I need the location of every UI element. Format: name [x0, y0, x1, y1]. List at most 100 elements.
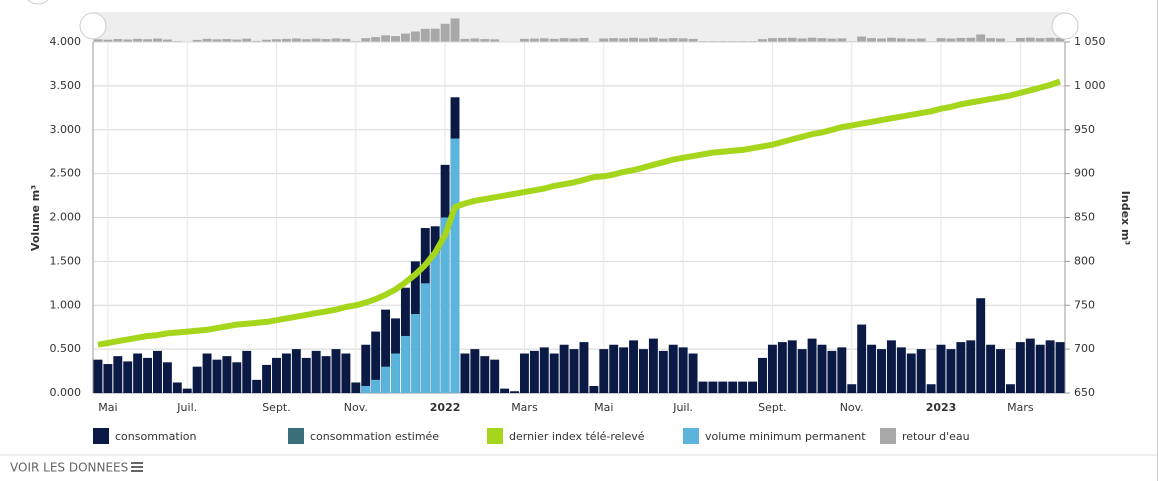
- navigator-bar: [321, 39, 331, 42]
- navigator-bar: [1015, 37, 1025, 42]
- navigator-bar: [807, 37, 817, 42]
- navigator-bar: [996, 38, 1005, 42]
- bar: [658, 350, 668, 393]
- bar: [371, 331, 381, 393]
- bar: [847, 384, 857, 393]
- navigator-bar: [966, 37, 976, 42]
- legend-label: consommation estimée: [310, 430, 439, 443]
- navigator-bar: [490, 39, 500, 42]
- y-tick-label: 0.000: [50, 386, 82, 399]
- bar: [559, 344, 569, 393]
- navigator-handle[interactable]: [79, 12, 107, 40]
- bar: [599, 349, 609, 393]
- legend-swatch: [93, 428, 109, 444]
- navigator-handle[interactable]: [1051, 12, 1079, 40]
- y2-tick-label: 750: [1074, 298, 1095, 311]
- navigator-bar: [648, 37, 658, 42]
- navigator-bar: [192, 39, 202, 42]
- navigator-bar: [559, 38, 569, 42]
- bar: [113, 356, 123, 393]
- navigator-bar: [986, 38, 996, 42]
- navigator-bar: [579, 37, 589, 42]
- bar: [103, 364, 113, 393]
- x-tick-label: Mars: [1007, 401, 1034, 414]
- navigator-bar: [777, 37, 787, 42]
- navigator-bar: [688, 38, 698, 42]
- navigator-bar: [113, 39, 123, 42]
- bar: [331, 349, 341, 393]
- bar: [956, 342, 966, 393]
- bar: [648, 338, 658, 393]
- bar: [1045, 340, 1055, 393]
- bar: [1035, 344, 1045, 393]
- navigator-bar: [381, 35, 391, 42]
- y-tick-label: 2.000: [50, 211, 82, 224]
- bar: [133, 353, 143, 393]
- navigator-bar: [272, 39, 281, 42]
- bar: [718, 381, 728, 393]
- bar: [787, 340, 797, 393]
- bar: [996, 349, 1005, 393]
- bar: [688, 353, 698, 393]
- navigator-bar: [341, 38, 351, 42]
- navigator-bar: [311, 38, 321, 42]
- navigator-bar: [93, 39, 103, 42]
- bar: [906, 353, 916, 393]
- bar: [936, 344, 946, 393]
- x-tick-label: Nov.: [840, 401, 864, 414]
- navigator-bar: [1055, 37, 1065, 42]
- navigator-bar: [609, 38, 619, 42]
- y-tick-label: 2.500: [50, 167, 82, 180]
- bar: [579, 342, 589, 393]
- x-tick-label: Sept.: [262, 401, 291, 414]
- navigator-bar: [668, 38, 678, 42]
- y2-tick-label: 900: [1074, 167, 1095, 180]
- navigator-bar: [361, 38, 371, 42]
- legend-label: retour d'eau: [902, 430, 970, 443]
- x-tick-label: Sept.: [758, 401, 787, 414]
- bar: [321, 356, 331, 393]
- bar: [281, 353, 291, 393]
- bar: [301, 357, 311, 393]
- bar: [1015, 342, 1025, 393]
- bar: [1025, 338, 1035, 393]
- navigator-bar: [549, 38, 559, 42]
- navigator-bar: [480, 39, 490, 42]
- bar: [758, 357, 767, 393]
- navigator-bar: [450, 18, 460, 42]
- bar: [391, 353, 400, 393]
- navigator-bar: [133, 38, 143, 42]
- y2-tick-label: 850: [1074, 211, 1095, 224]
- bar: [877, 349, 886, 393]
- bar: [817, 344, 827, 393]
- x-tick-label: Juil.: [176, 401, 197, 414]
- bar: [867, 344, 877, 393]
- y-tick-label: 0.500: [50, 342, 82, 355]
- bar: [361, 385, 371, 393]
- y-tick-label: 3.000: [50, 123, 82, 136]
- button[interactable]: [24, 0, 52, 5]
- navigator-bar: [758, 39, 767, 42]
- y-tick-label: 1.500: [50, 254, 82, 267]
- legend-label: volume minimum permanent: [705, 430, 866, 443]
- bar: [639, 349, 648, 393]
- menu-icon[interactable]: [131, 462, 143, 472]
- bar: [143, 357, 153, 393]
- bar: [381, 366, 391, 393]
- legend-swatch: [683, 428, 699, 444]
- navigator-bar: [877, 38, 886, 42]
- navigator-bar: [391, 36, 400, 42]
- y2-tick-label: 700: [1074, 342, 1095, 355]
- y-tick-label: 1.000: [50, 298, 82, 311]
- bar: [748, 381, 758, 393]
- legend-label: dernier index télé-relevé: [509, 430, 645, 443]
- link[interactable]: VOIR LES DONNEES: [10, 461, 128, 475]
- navigator-bar: [906, 38, 916, 42]
- legend-swatch: [880, 428, 896, 444]
- navigator-bar: [222, 39, 232, 42]
- navigator-bar: [252, 40, 262, 42]
- navigator-bar: [331, 38, 341, 42]
- navigator-bar: [539, 38, 549, 42]
- bar: [480, 356, 490, 393]
